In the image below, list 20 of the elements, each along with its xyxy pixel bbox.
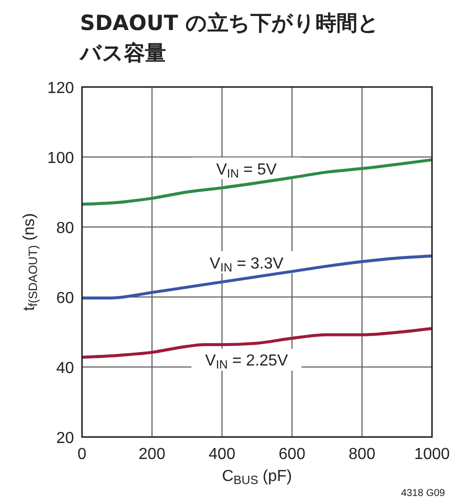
- x-tick-label: 800: [348, 446, 376, 463]
- series-label: V$_{IN}$ = 2.25V: [205, 352, 288, 372]
- x-tick-label: 600: [278, 446, 306, 463]
- y-tick-label: 20: [56, 430, 74, 447]
- x-tick-label: 0: [78, 446, 87, 463]
- y-tick-label: 60: [56, 290, 74, 307]
- x-axis-title: C$_{BUS}$ (pF): [222, 468, 292, 487]
- x-tick-label: 1000: [414, 446, 450, 463]
- text: 4318 G09: [401, 488, 446, 499]
- series-label: V$_{IN}$ = 3.3V: [210, 255, 284, 274]
- y-tick-label: 120: [47, 80, 74, 97]
- y-tick-label: 40: [56, 360, 74, 377]
- x-tick-label: 400: [208, 446, 236, 463]
- x-tick-label: 200: [138, 446, 166, 463]
- y-tick-label: 80: [56, 220, 74, 237]
- series-label: V$_{IN}$ = 5V: [216, 161, 278, 180]
- line-series: [80, 158, 434, 206]
- y-tick-label: 100: [47, 150, 74, 167]
- line-series: [80, 254, 434, 300]
- chart-title: SDAOUT の立ち下がり時間とバス容量: [80, 10, 380, 67]
